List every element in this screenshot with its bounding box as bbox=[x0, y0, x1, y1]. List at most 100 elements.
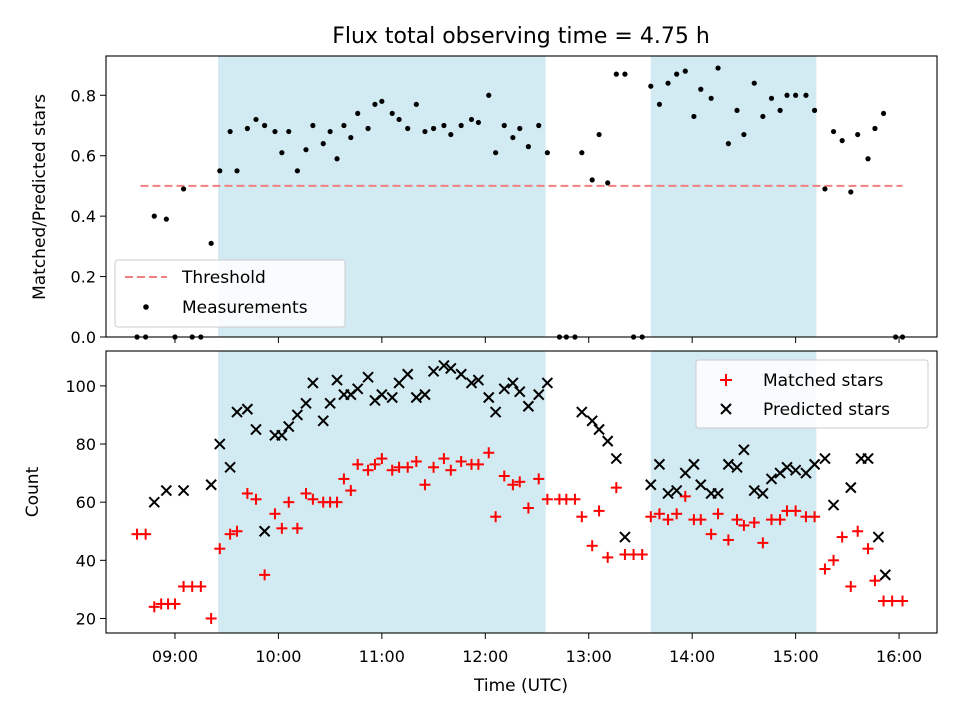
predicted-star-point bbox=[827, 499, 840, 511]
matched-star-point bbox=[148, 601, 160, 613]
predicted-star-point bbox=[472, 374, 485, 386]
predicted-star-point bbox=[352, 383, 364, 395]
measurement-point bbox=[486, 92, 492, 98]
matched-star-point bbox=[897, 595, 909, 607]
measurement-point bbox=[605, 180, 611, 186]
matched-star-point bbox=[819, 563, 831, 575]
predicted-star-point bbox=[331, 374, 343, 386]
matched-star-point bbox=[533, 473, 545, 485]
predicted-star-point bbox=[324, 397, 336, 410]
measurements-layer bbox=[134, 65, 906, 340]
predicted-star-point bbox=[576, 406, 588, 418]
measurement-point bbox=[880, 110, 887, 117]
predicted-star-point bbox=[427, 365, 440, 378]
predicted-star-point bbox=[483, 391, 495, 404]
matched-star-point bbox=[307, 493, 319, 505]
measurement-point bbox=[303, 147, 309, 153]
matched-star-point bbox=[369, 458, 381, 470]
matched-star-point bbox=[541, 493, 553, 505]
predicted-star-point bbox=[662, 487, 674, 500]
predicted-star-point bbox=[291, 409, 304, 421]
measurement-point bbox=[501, 122, 507, 129]
predicted-star-point bbox=[872, 531, 885, 543]
matched-star-point bbox=[169, 598, 181, 610]
measurement-point bbox=[310, 122, 316, 129]
top-y-tick-label: 0.8 bbox=[71, 86, 96, 105]
predicted-star-point bbox=[879, 569, 891, 581]
matched-star-point bbox=[269, 508, 281, 520]
measurement-point bbox=[872, 125, 878, 132]
predicted-star-point bbox=[214, 438, 226, 450]
matched-star-point bbox=[338, 473, 350, 485]
measurement-point bbox=[448, 131, 454, 138]
measurement-point bbox=[208, 240, 214, 246]
bottom-x-tick-label: 12:00 bbox=[462, 647, 508, 666]
predicted-star-point bbox=[362, 371, 374, 383]
predicted-star-point bbox=[653, 458, 666, 471]
predicted-star-point bbox=[522, 400, 535, 412]
measurement-point bbox=[327, 128, 333, 135]
measurement-point bbox=[674, 71, 680, 77]
predicted-star-point bbox=[862, 452, 874, 465]
bottom-x-tick-label: 16:00 bbox=[876, 647, 922, 666]
measurement-point bbox=[163, 216, 169, 222]
matched-star-point bbox=[593, 505, 605, 517]
predicted-star-point bbox=[586, 415, 598, 427]
predicted-star-point bbox=[393, 377, 405, 389]
measurement-point bbox=[715, 65, 721, 71]
bottom-panel: 20 40 60 80 100 09:00 10:00 11:00 12:00 13:00 14:… bbox=[23, 350, 938, 696]
predicted-star-point bbox=[465, 377, 478, 389]
bottom-x-tick-label: 15:00 bbox=[773, 647, 819, 666]
predicted-star-point bbox=[241, 403, 254, 415]
measurement-point bbox=[365, 125, 371, 132]
measurement-point bbox=[180, 186, 187, 192]
matched-star-point bbox=[291, 522, 303, 534]
predicted-star-point bbox=[610, 452, 623, 465]
bottom-shaded-interval-0 bbox=[218, 351, 546, 633]
matched-star-point bbox=[283, 496, 295, 508]
matched-star-point bbox=[498, 470, 510, 482]
matched-star-point bbox=[852, 525, 864, 537]
predicted-star-point bbox=[386, 391, 398, 404]
matched-star-point bbox=[455, 455, 467, 467]
measurement-point bbox=[348, 134, 354, 141]
predicted-star-point bbox=[819, 452, 831, 465]
measurement-point bbox=[525, 144, 531, 150]
measurement-point bbox=[691, 113, 697, 120]
matched-star-point bbox=[836, 531, 848, 543]
top-x-axis bbox=[174, 337, 900, 343]
predicted-star-point bbox=[679, 467, 691, 479]
measurement-point bbox=[430, 125, 437, 132]
matched-star-point bbox=[662, 514, 674, 526]
predicted-star-point bbox=[224, 461, 236, 473]
measurement-point bbox=[244, 125, 250, 132]
matched-star-point bbox=[809, 511, 821, 523]
top-y-tick-label: 0.2 bbox=[71, 268, 96, 287]
measurement-point bbox=[589, 177, 595, 183]
top-shaded-interval-1 bbox=[650, 56, 817, 337]
predicted-stars-layer bbox=[148, 359, 891, 581]
predicted-star-point bbox=[250, 423, 262, 436]
matched-star-point bbox=[576, 511, 588, 523]
measurement-point bbox=[839, 138, 845, 144]
matched-star-point bbox=[214, 543, 226, 555]
top-legend-box bbox=[114, 259, 346, 328]
measurement-point bbox=[253, 116, 259, 123]
predicted-star-point bbox=[533, 388, 545, 401]
matched-star-point bbox=[610, 482, 622, 494]
predicted-star-point bbox=[765, 473, 778, 485]
predicted-star-point bbox=[731, 461, 743, 473]
measurement-point bbox=[493, 150, 499, 156]
measurement-point bbox=[708, 95, 714, 101]
measurement-point bbox=[262, 122, 268, 129]
measurement-point bbox=[822, 186, 828, 192]
predicted-star-point bbox=[489, 406, 502, 418]
matched-star-point bbox=[331, 496, 343, 508]
measurement-point bbox=[341, 122, 347, 129]
matched-star-point bbox=[224, 528, 236, 540]
predicted-star-point bbox=[300, 397, 312, 410]
matched-star-point bbox=[731, 514, 743, 526]
bottom-y-tick-label: 20 bbox=[76, 609, 96, 628]
matched-star-point bbox=[250, 493, 262, 505]
legend-predicted-label: Predicted stars bbox=[763, 400, 890, 420]
